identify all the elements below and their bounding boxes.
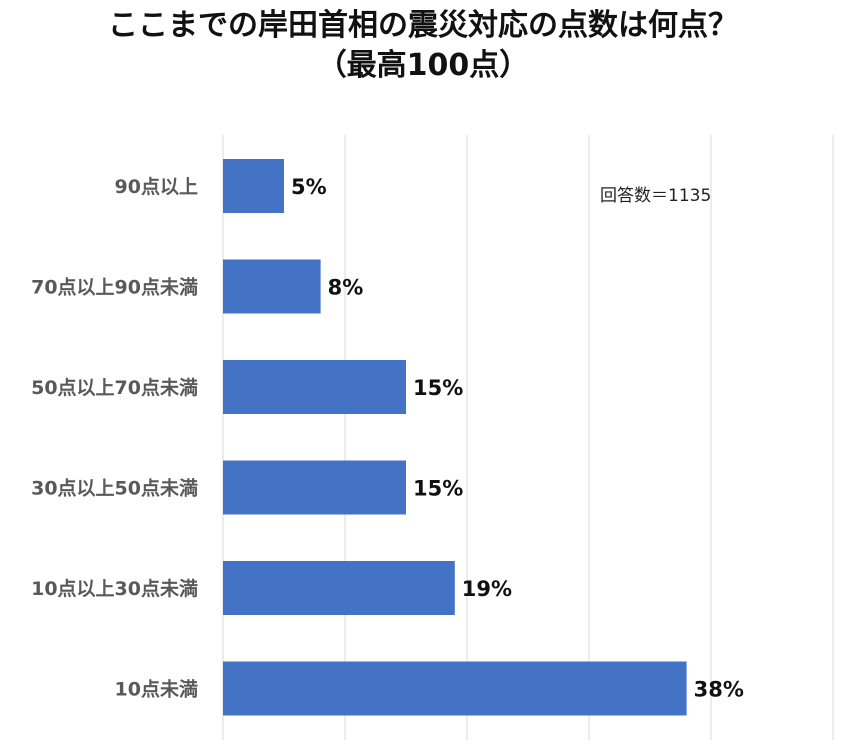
category-label: 10点以上30点未満 [31, 577, 198, 600]
category-label: 50点以上70点未満 [31, 376, 198, 399]
category-label: 10点未満 [115, 678, 198, 701]
data-label: 5% [291, 175, 327, 199]
data-label: 8% [328, 276, 364, 300]
bar [223, 460, 406, 515]
respondent-count-note: 回答数＝1135 [600, 186, 712, 206]
chart-subtitle: （最高100点） [316, 48, 530, 83]
bar [223, 360, 406, 414]
bar [223, 259, 321, 314]
bar [223, 661, 687, 716]
category-label: 70点以上90点未満 [31, 276, 198, 299]
chart-title: ここまでの岸田首相の震災対応の点数は何点？ [108, 8, 738, 43]
bar [223, 159, 284, 213]
data-label: 19% [462, 577, 512, 601]
data-label: 15% [413, 477, 463, 501]
category-label: 90点以上 [115, 176, 198, 198]
data-label: 15% [413, 376, 463, 400]
data-label: 38% [694, 678, 744, 702]
category-label: 30点以上50点未満 [31, 477, 198, 500]
bar [223, 561, 455, 615]
